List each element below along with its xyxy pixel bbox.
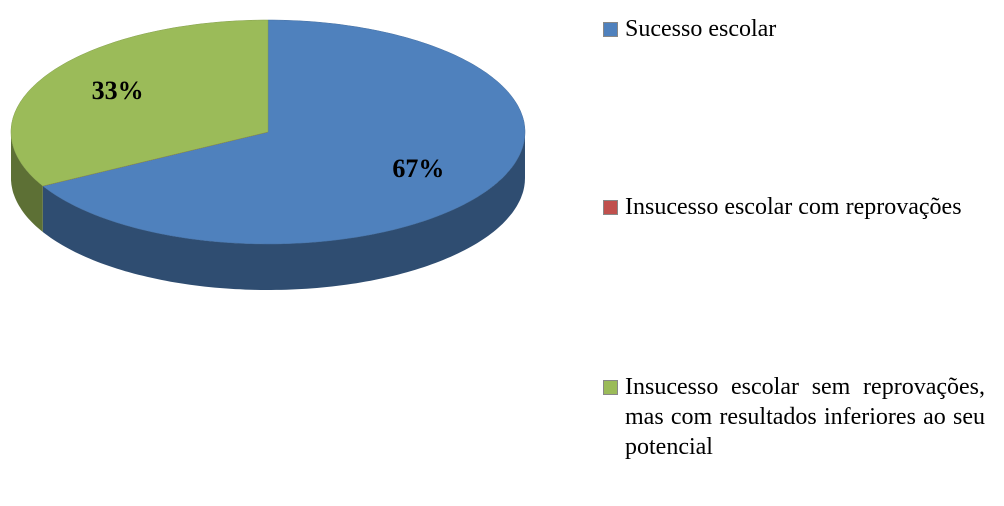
slice-side	[42, 132, 526, 290]
legend-swatch	[603, 22, 618, 37]
legend-item: Sucesso escolar	[603, 14, 985, 44]
legend-swatch	[603, 200, 618, 215]
legend-item: Insucesso escolar com reprovações	[603, 192, 985, 222]
legend-item: Insucesso escolar sem reprovações, mas c…	[603, 372, 985, 462]
slice	[42, 19, 526, 245]
legend-label: Insucesso escolar com reprovações	[625, 194, 962, 220]
slice-side	[11, 132, 43, 232]
slice-label: 33%	[92, 76, 144, 105]
legend-label: Insucesso escolar sem reprovações, mas c…	[625, 374, 985, 460]
slice	[10, 19, 269, 187]
legend-label: Sucesso escolar	[625, 16, 777, 42]
legend-swatch	[603, 380, 618, 395]
slice-label: 67%	[392, 154, 444, 183]
